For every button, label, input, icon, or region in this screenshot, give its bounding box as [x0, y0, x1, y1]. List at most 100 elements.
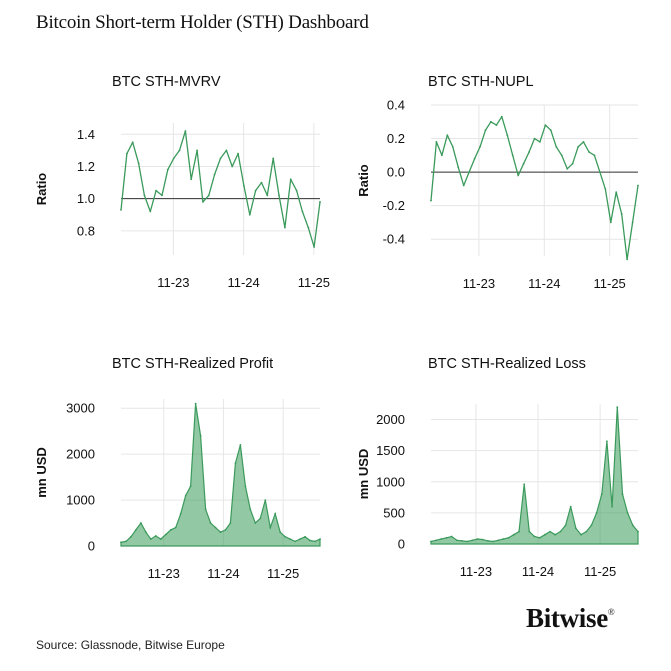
data-point: [269, 526, 272, 529]
data-point: [204, 508, 207, 511]
y-tick-label: 1500: [376, 443, 405, 458]
data-point: [616, 406, 619, 408]
data-point: [120, 209, 122, 211]
y-tick-label: 2000: [66, 447, 95, 462]
chart-title: BTC STH-Realized Loss: [428, 356, 586, 372]
data-point: [130, 535, 132, 538]
y-axis-label: Ratio: [34, 173, 49, 206]
data-point: [471, 539, 474, 542]
data-point: [599, 171, 601, 173]
data-point: [264, 499, 267, 501]
data-point: [604, 188, 607, 190]
data-point: [461, 540, 463, 542]
data-point: [450, 535, 453, 538]
bitwise-logo: Bitwise®: [526, 603, 615, 634]
data-point: [196, 149, 199, 152]
data-point: [219, 157, 222, 160]
data-point: [549, 129, 552, 132]
x-tick-label: 11-24: [227, 275, 259, 290]
data-point: [441, 154, 443, 157]
chart-sth-nupl: BTC STH-NUPL Ratio -0.4 -0.2 0.0 0.2 0.4 11-23 1…: [356, 74, 639, 291]
data-point: [219, 531, 222, 534]
data-point: [621, 493, 624, 496]
data-point: [523, 483, 526, 486]
data-point: [430, 540, 432, 543]
data-point: [314, 540, 316, 543]
chart-sth-realized-loss: BTC STH-Realized Loss mn USD 0 500 1000 1500 2…: [356, 356, 639, 579]
data-point: [234, 462, 237, 465]
data-point: [555, 146, 558, 148]
series-area: [430, 407, 639, 545]
brand-name: Bitwise: [526, 603, 608, 633]
data-point: [248, 213, 251, 216]
data-point: [533, 137, 536, 140]
data-point: [569, 505, 572, 508]
data-point: [184, 494, 187, 497]
y-tick-label: 0.2: [387, 131, 405, 146]
data-point: [319, 538, 321, 540]
x-tick-label: 11-23: [157, 275, 189, 290]
y-tick-label: 3000: [66, 401, 95, 416]
y-tick-label: -0.2: [383, 198, 405, 213]
data-point: [564, 524, 567, 527]
data-point: [224, 529, 227, 531]
registered-mark: ®: [607, 607, 615, 617]
data-point: [299, 538, 301, 540]
data-point: [161, 194, 163, 197]
data-point: [595, 512, 598, 514]
data-point: [143, 194, 146, 197]
data-point: [528, 151, 530, 153]
data-point: [468, 171, 470, 173]
y-tick-label: 500: [383, 505, 405, 520]
data-point: [495, 124, 498, 126]
data-point: [476, 538, 479, 540]
data-point: [502, 538, 505, 540]
data-point: [528, 530, 531, 533]
data-point: [166, 168, 169, 171]
data-point: [194, 402, 197, 405]
data-point: [582, 141, 585, 143]
data-point: [575, 527, 577, 530]
data-point: [544, 124, 547, 126]
y-tick-label: 2000: [376, 412, 405, 427]
data-point: [149, 210, 152, 213]
data-point: [126, 152, 128, 155]
data-point: [600, 493, 603, 496]
x-tick-label: 11-25: [298, 275, 330, 290]
data-point: [172, 157, 175, 160]
data-point: [239, 444, 242, 446]
data-point: [294, 540, 296, 543]
data-point: [244, 485, 247, 488]
data-point: [445, 536, 448, 539]
data-point: [229, 522, 232, 524]
data-point: [517, 174, 520, 177]
data-point: [522, 162, 525, 165]
data-point: [626, 258, 628, 261]
data-point: [631, 221, 634, 224]
x-tick-label: 11-23: [148, 566, 180, 581]
data-point: [511, 154, 514, 157]
y-axis-label: mn USD: [34, 447, 49, 498]
data-point: [538, 536, 541, 539]
data-point: [609, 221, 612, 224]
data-point: [490, 120, 492, 123]
data-point: [209, 522, 212, 524]
chart-sth-realized-profit: BTC STH-Realized Profit mn USD 0 1000 2000 30…: [34, 356, 321, 581]
x-tick-label: 11-24: [522, 564, 554, 579]
data-point: [492, 540, 494, 543]
data-point: [225, 149, 228, 152]
data-point: [260, 181, 263, 184]
data-point: [588, 151, 590, 153]
data-point: [451, 146, 454, 148]
data-point: [484, 129, 487, 132]
data-point: [430, 199, 432, 202]
data-point: [506, 134, 509, 137]
x-tick-label: 11-25: [594, 276, 626, 291]
dashboard-title: Bitcoin Short-term Holder (STH) Dashboar…: [36, 12, 369, 33]
data-point: [279, 531, 282, 534]
data-point: [184, 130, 187, 132]
data-point: [481, 538, 484, 541]
data-point: [637, 530, 639, 533]
data-point: [446, 134, 449, 137]
data-point: [231, 165, 234, 168]
